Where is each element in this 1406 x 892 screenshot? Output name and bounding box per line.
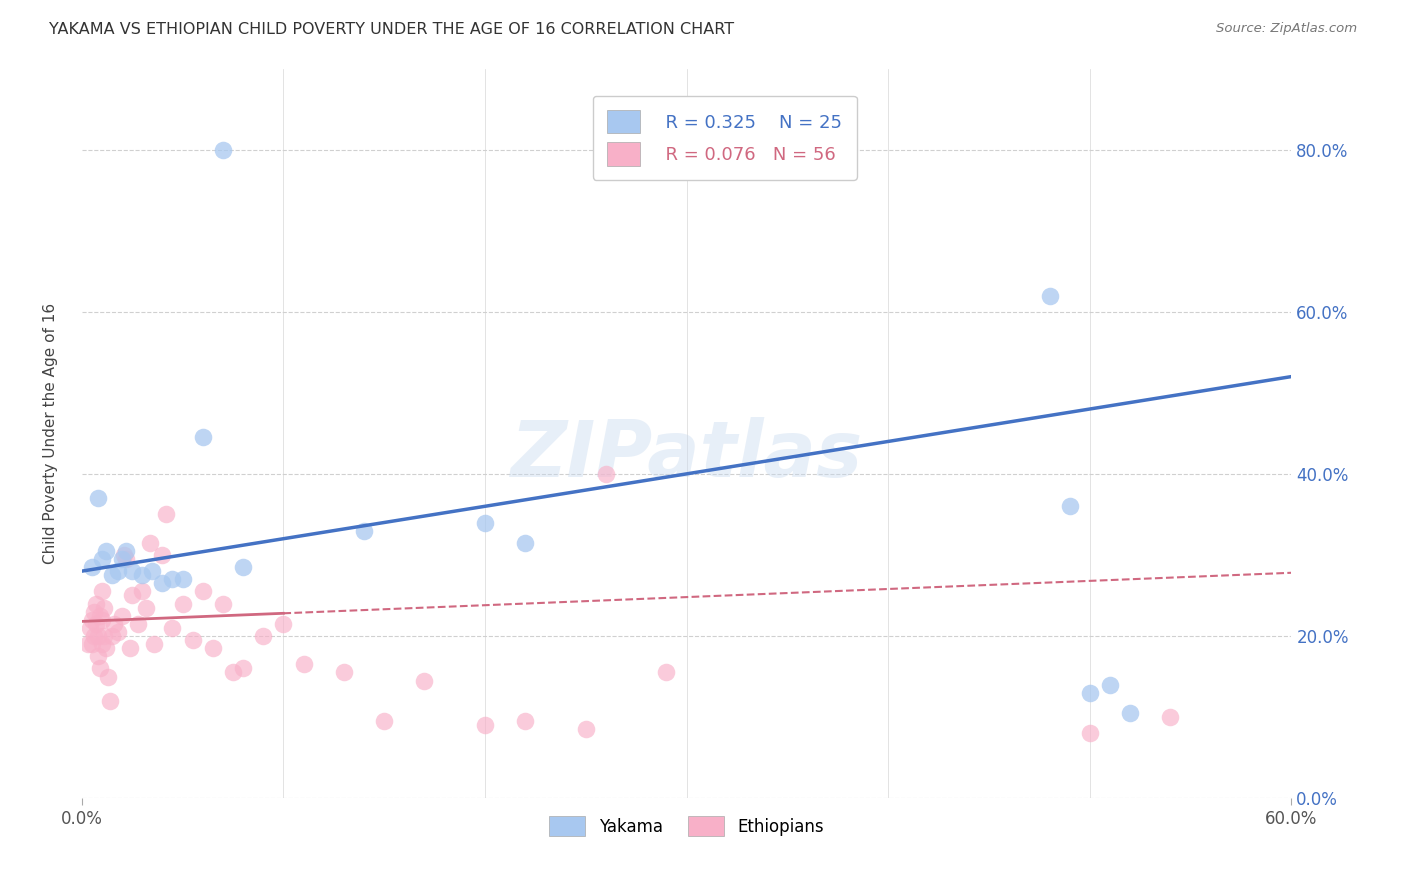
Point [1038, 288, 1060, 302]
Point [201, 641, 224, 656]
Point [76, 637, 98, 651]
Point [575, 723, 598, 737]
Legend: Yakama, Ethiopians: Yakama, Ethiopians [540, 807, 832, 845]
Point [121, 564, 143, 578]
Point [515, 714, 537, 728]
Point [90, 613, 112, 627]
Point [111, 608, 134, 623]
Point [89, 608, 111, 623]
Point [212, 143, 235, 157]
Point [212, 597, 235, 611]
Point [87, 649, 110, 664]
Point [191, 584, 214, 599]
Point [94, 544, 117, 558]
Point [172, 597, 194, 611]
Point [155, 508, 177, 522]
Point [515, 535, 537, 549]
Point [80, 560, 103, 574]
Point [131, 584, 153, 599]
Point [93, 629, 115, 643]
Point [474, 718, 496, 732]
Point [595, 467, 617, 481]
Point [83, 605, 105, 619]
Point [79, 621, 101, 635]
Point [232, 560, 254, 574]
Point [101, 568, 124, 582]
Y-axis label: Child Poverty Under the Age of 16: Child Poverty Under the Age of 16 [44, 302, 58, 564]
Point [181, 633, 204, 648]
Point [131, 568, 153, 582]
Point [1078, 686, 1101, 700]
Point [1059, 500, 1081, 514]
Point [93, 600, 115, 615]
Point [115, 544, 138, 558]
Point [115, 552, 138, 566]
Point [252, 629, 274, 643]
Point [162, 621, 184, 635]
Point [135, 600, 157, 615]
Text: Source: ZipAtlas.com: Source: ZipAtlas.com [1216, 22, 1357, 36]
Point [373, 714, 395, 728]
Point [150, 548, 173, 562]
Point [292, 657, 315, 672]
Point [413, 673, 436, 688]
Point [84, 597, 107, 611]
Point [84, 616, 107, 631]
Point [83, 629, 105, 643]
Point [191, 430, 214, 444]
Point [143, 637, 166, 651]
Point [333, 665, 356, 680]
Text: ZIPatlas: ZIPatlas [510, 417, 863, 493]
Point [121, 589, 143, 603]
Point [111, 552, 134, 566]
Point [474, 516, 496, 530]
Point [94, 641, 117, 656]
Text: YAKAMA VS ETHIOPIAN CHILD POVERTY UNDER THE AGE OF 16 CORRELATION CHART: YAKAMA VS ETHIOPIAN CHILD POVERTY UNDER … [49, 22, 734, 37]
Point [127, 616, 149, 631]
Point [1159, 710, 1181, 724]
Point [107, 564, 129, 578]
Point [222, 665, 245, 680]
Point [1078, 726, 1101, 740]
Point [1119, 706, 1142, 720]
Point [139, 535, 162, 549]
Point [80, 613, 103, 627]
Point [172, 572, 194, 586]
Point [141, 564, 163, 578]
Point [89, 661, 111, 675]
Point [80, 637, 103, 651]
Point [107, 624, 129, 639]
Point [87, 629, 110, 643]
Point [120, 641, 142, 656]
Point [90, 552, 112, 566]
Point [353, 524, 375, 538]
Point [90, 637, 112, 651]
Point [87, 491, 110, 506]
Point [90, 584, 112, 599]
Point [98, 694, 121, 708]
Point [162, 572, 184, 586]
Point [232, 661, 254, 675]
Point [112, 548, 135, 562]
Point [150, 576, 173, 591]
Point [97, 669, 120, 683]
Point [655, 665, 678, 680]
Point [1098, 678, 1121, 692]
Point [273, 616, 295, 631]
Point [101, 629, 124, 643]
Point [103, 616, 125, 631]
